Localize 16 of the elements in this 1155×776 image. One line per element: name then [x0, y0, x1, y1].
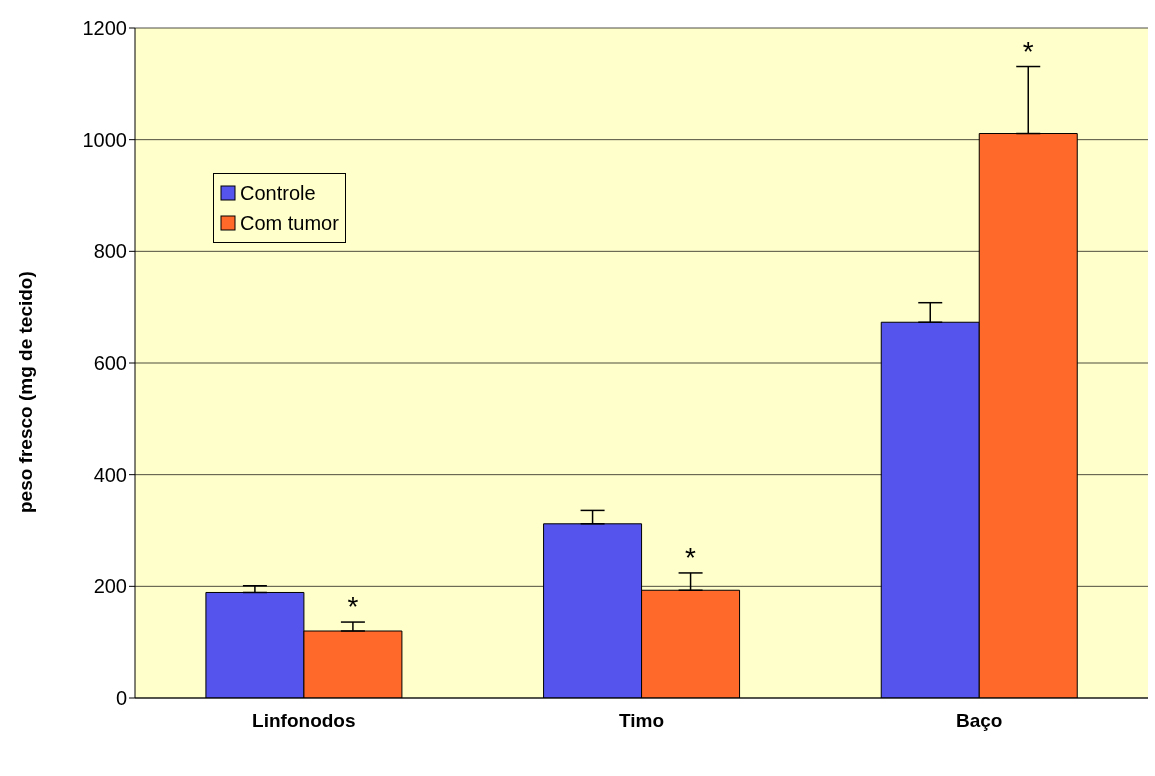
- data-label: *: [685, 541, 697, 573]
- x-tick-label: Timo: [618, 710, 665, 732]
- y-tick-label: 1000: [82, 128, 127, 151]
- y-tick-label: 400: [93, 463, 127, 486]
- y-axis-title: peso fresco (mg de tecido): [14, 271, 36, 513]
- data-label: *: [1022, 35, 1034, 67]
- y-tick-label: 200: [93, 575, 127, 598]
- y-tick-label: 1200: [82, 17, 127, 40]
- x-tick-label: Baço: [955, 710, 1003, 732]
- data-label: *: [347, 591, 359, 623]
- y-tick-label: 600: [93, 352, 127, 375]
- legend-label: Controle: [239, 181, 317, 206]
- legend-label: Com tumor: [239, 211, 339, 236]
- y-tick-label: 0: [115, 687, 127, 710]
- y-tick-label: 800: [93, 240, 127, 263]
- x-tick-label: Linfonodos: [252, 710, 356, 732]
